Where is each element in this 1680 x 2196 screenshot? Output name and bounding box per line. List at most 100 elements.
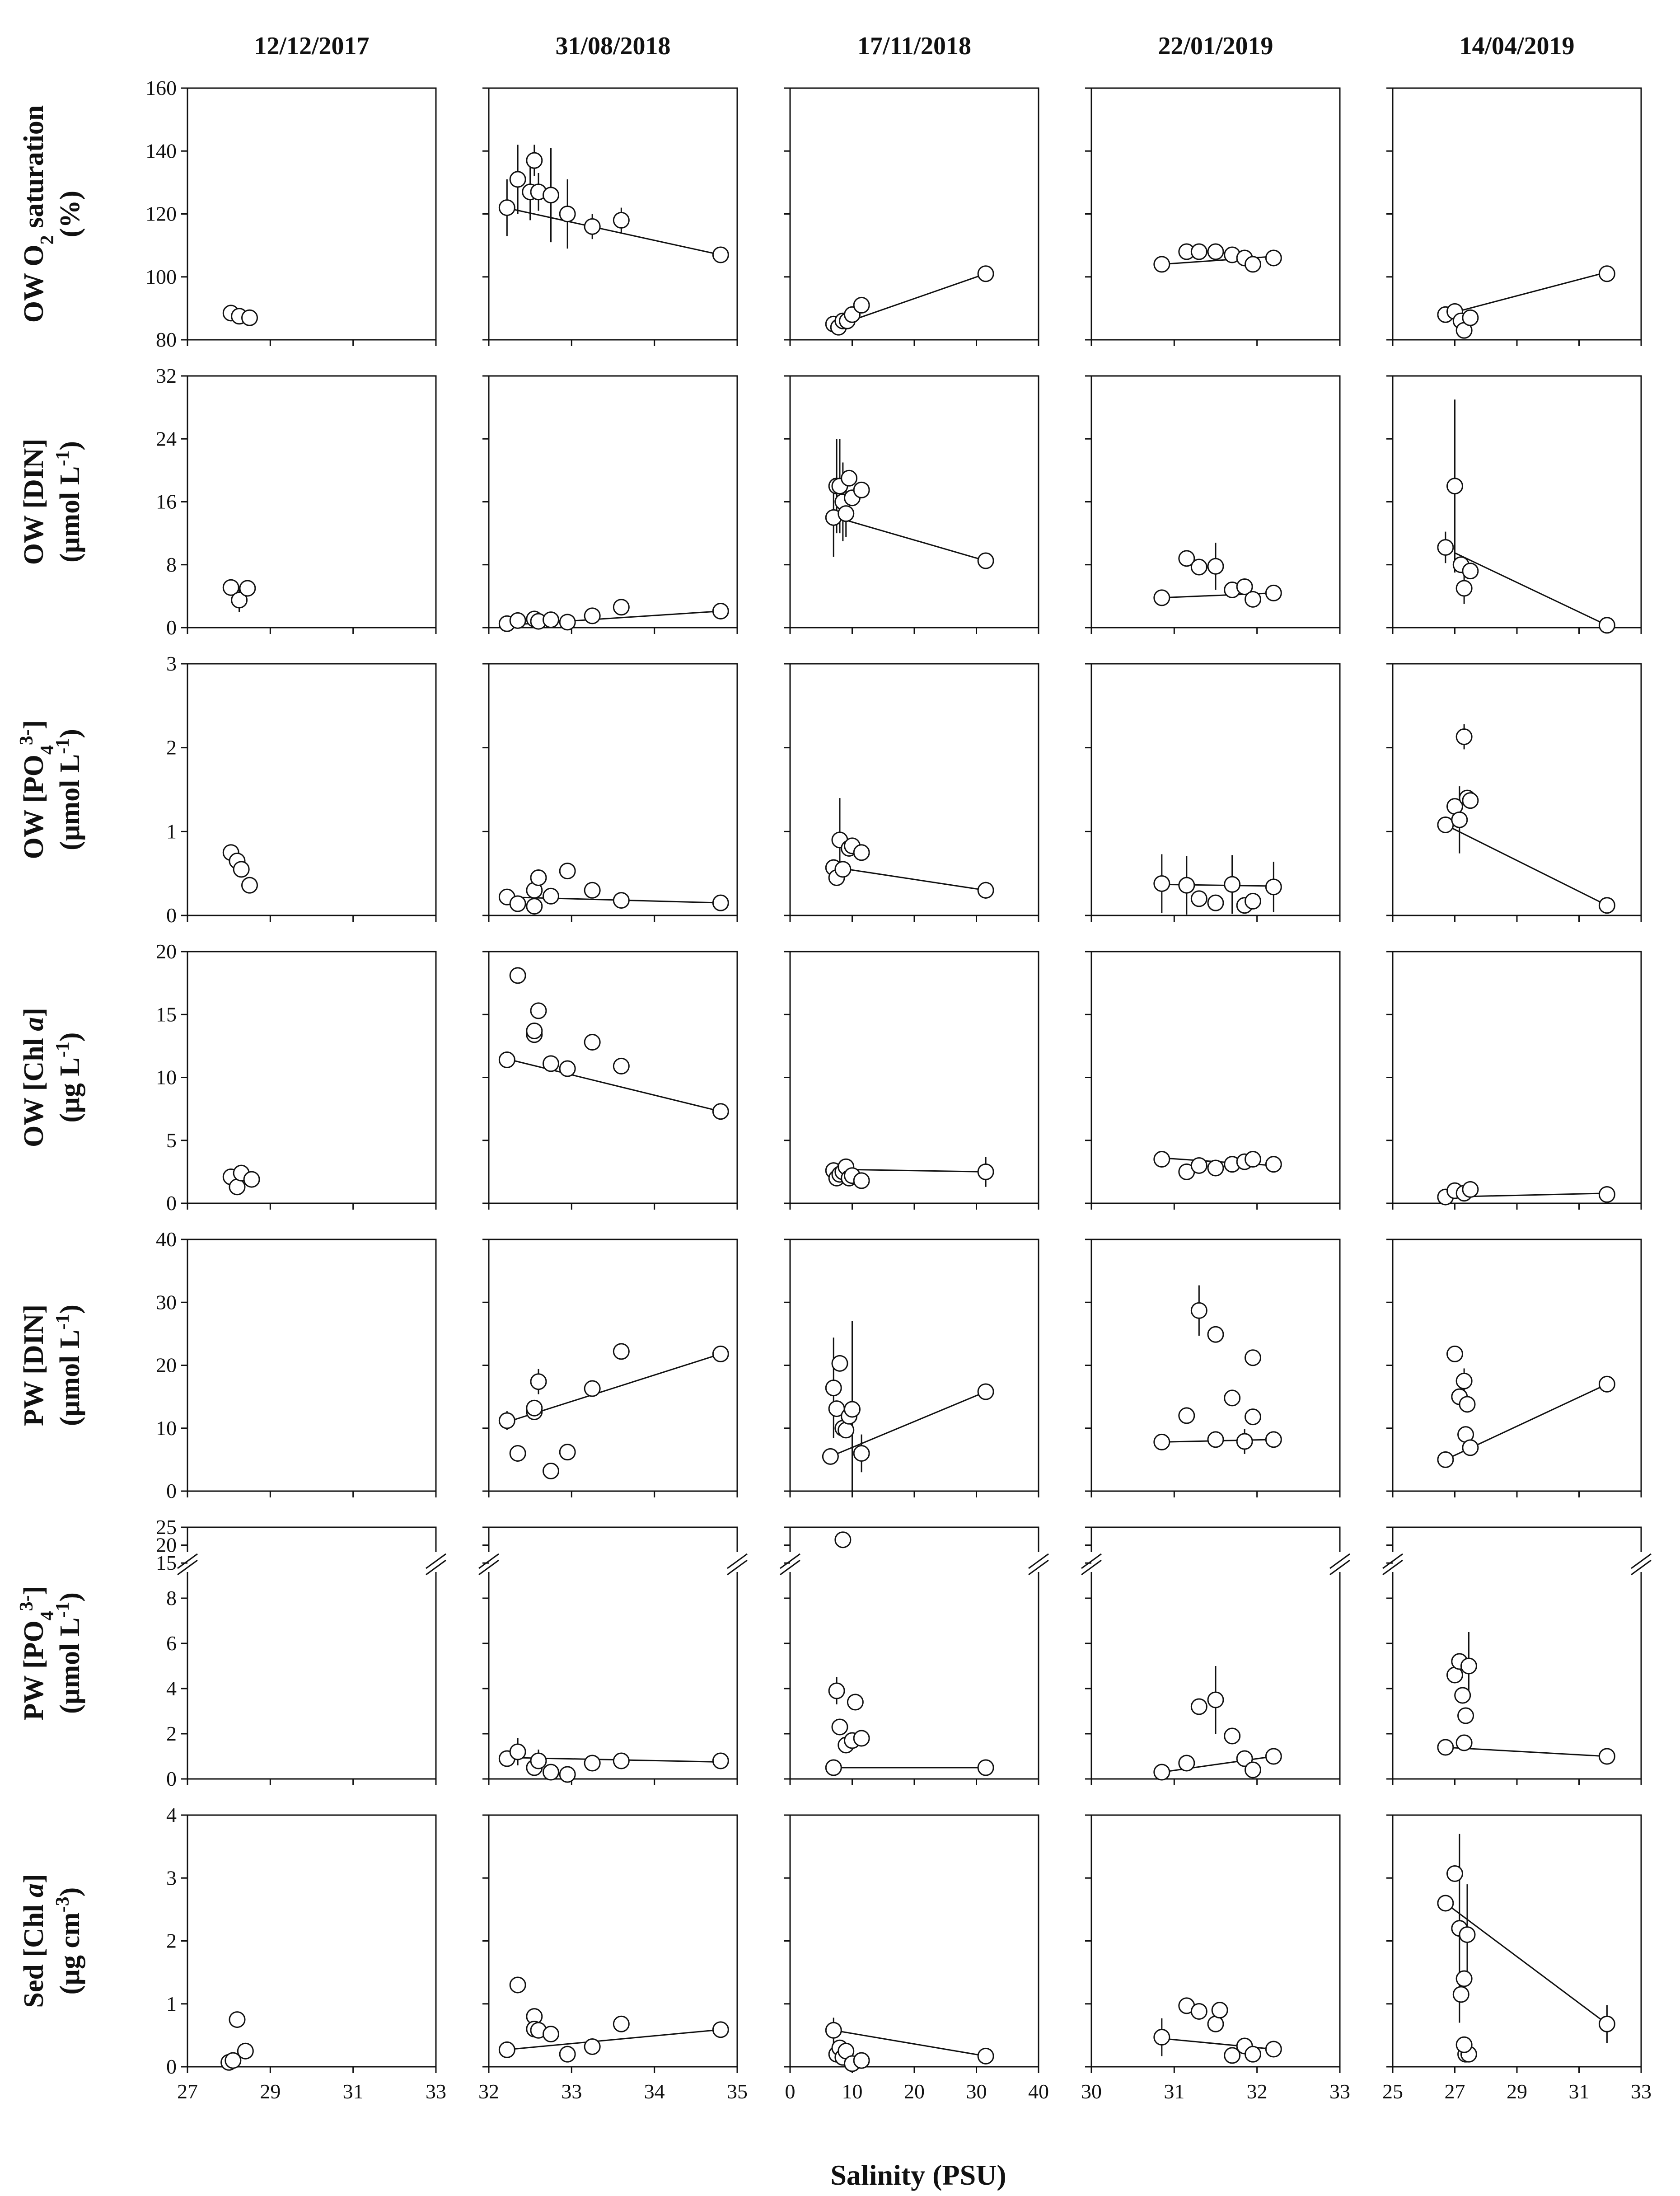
data-point <box>1153 875 1170 892</box>
data-point <box>584 882 601 899</box>
data-point <box>559 863 576 880</box>
data-point <box>712 1752 729 1769</box>
y-tick-label: 120 <box>145 202 177 225</box>
data-point <box>977 1383 994 1400</box>
data-point <box>1455 1372 1473 1389</box>
y-tick-label: 2 <box>166 1722 177 1745</box>
x-tick-label: 34 <box>644 2080 665 2103</box>
data-point <box>1207 558 1224 575</box>
data-point <box>1455 1734 1473 1751</box>
data-point <box>613 1057 630 1075</box>
data-point <box>1462 1181 1479 1198</box>
panel-frame <box>1392 663 1642 916</box>
data-point <box>1457 1707 1474 1724</box>
regression-line <box>1445 1746 1607 1757</box>
data-point <box>1190 1698 1207 1715</box>
data-point <box>838 505 855 522</box>
panel-frame <box>1392 87 1642 341</box>
data-point <box>1265 1748 1282 1765</box>
regression-line <box>1445 1902 1608 2025</box>
data-point <box>229 1178 246 1196</box>
data-point <box>1207 243 1224 260</box>
panel-frame <box>187 1239 437 1492</box>
data-point <box>241 309 258 326</box>
data-point <box>977 1759 994 1776</box>
data-point <box>841 469 858 487</box>
data-point <box>1455 728 1473 746</box>
axis-break-mark <box>1382 1553 1403 1569</box>
data-point <box>1207 894 1224 911</box>
y-tick-label: 32 <box>156 364 177 387</box>
x-tick-label: 29 <box>1507 2080 1527 2103</box>
data-point <box>543 1764 559 1781</box>
data-point <box>1207 2015 1224 2032</box>
y-tick-label: 1 <box>166 1992 177 2015</box>
y-tick-label: 0 <box>166 1767 177 1790</box>
y-tick-label: 80 <box>156 328 177 351</box>
panel-r6-c2 <box>478 1526 748 1785</box>
data-point <box>1178 1407 1195 1424</box>
x-tick-label: 32 <box>478 2080 499 2103</box>
panel-r5-c2 <box>482 1239 738 1497</box>
regression-line <box>1445 271 1607 315</box>
data-point <box>1265 2041 1282 2058</box>
regression-line <box>833 2029 986 2057</box>
data-point <box>543 1462 559 1479</box>
x-tick-label: 29 <box>260 2080 281 2103</box>
panel-r1-c2 <box>482 87 738 346</box>
row-label-3: OW [PO43-](µmol L-1) <box>16 720 85 859</box>
panel-frame <box>1090 1239 1341 1492</box>
y-tick-label: 6 <box>166 1632 177 1655</box>
data-point <box>1455 1970 1473 1987</box>
data-point <box>1452 1986 1469 2003</box>
panel-r6-c4 <box>1081 1526 1350 1785</box>
data-point <box>231 591 248 609</box>
data-point <box>239 580 256 597</box>
data-point <box>1153 589 1170 606</box>
data-point <box>584 1380 601 1397</box>
data-point <box>530 869 547 886</box>
y-tick-label: 20 <box>156 940 177 963</box>
x-tick-label: 25 <box>1382 2080 1403 2103</box>
x-tick-label: 40 <box>1028 2080 1049 2103</box>
x-tick-label: 33 <box>1631 2080 1652 2103</box>
data-point <box>1459 1926 1476 1943</box>
data-point <box>853 2052 870 2069</box>
data-point <box>1207 1159 1224 1177</box>
data-point <box>1265 1156 1282 1173</box>
panel-frame <box>789 663 1039 916</box>
regression-line <box>836 516 986 562</box>
panel-frame <box>187 951 437 1204</box>
data-point <box>1598 897 1615 914</box>
row-label-1: OW O2 saturation (%) <box>19 105 85 323</box>
column-title-4: 22/01/2019 <box>1158 32 1273 60</box>
data-point <box>1224 876 1241 893</box>
data-point <box>1598 265 1615 282</box>
data-point <box>977 265 994 282</box>
svg-text:PW [PO43-]: PW [PO43-] <box>16 1586 58 1721</box>
x-tick-label: 0 <box>785 2080 796 2103</box>
panel-frame <box>1392 951 1642 1204</box>
data-point <box>498 1412 515 1429</box>
svg-text:(µmol L-1): (µmol L-1) <box>52 1592 85 1714</box>
panel-frame <box>488 951 738 1204</box>
y-tick-label: 0 <box>166 1192 177 1215</box>
data-point <box>1245 892 1261 910</box>
data-point <box>712 602 729 619</box>
data-point <box>1462 1439 1479 1456</box>
data-point <box>584 218 601 235</box>
data-point <box>1236 1433 1253 1450</box>
panel-frame <box>488 663 738 916</box>
axis-break-mark <box>1329 1553 1350 1569</box>
data-point <box>838 1422 855 1439</box>
data-point <box>1462 563 1479 580</box>
regression-line <box>505 1058 721 1112</box>
data-point <box>559 1060 576 1077</box>
y-tick-label: 160 <box>145 76 177 99</box>
axis-break-mark <box>1631 1553 1652 1569</box>
y-tick-label: 0 <box>166 616 177 639</box>
data-point <box>853 1730 870 1747</box>
y-tick-label: 0 <box>166 1479 177 1502</box>
axis-break-mark <box>1081 1553 1102 1569</box>
panel-frame <box>1392 1239 1642 1492</box>
